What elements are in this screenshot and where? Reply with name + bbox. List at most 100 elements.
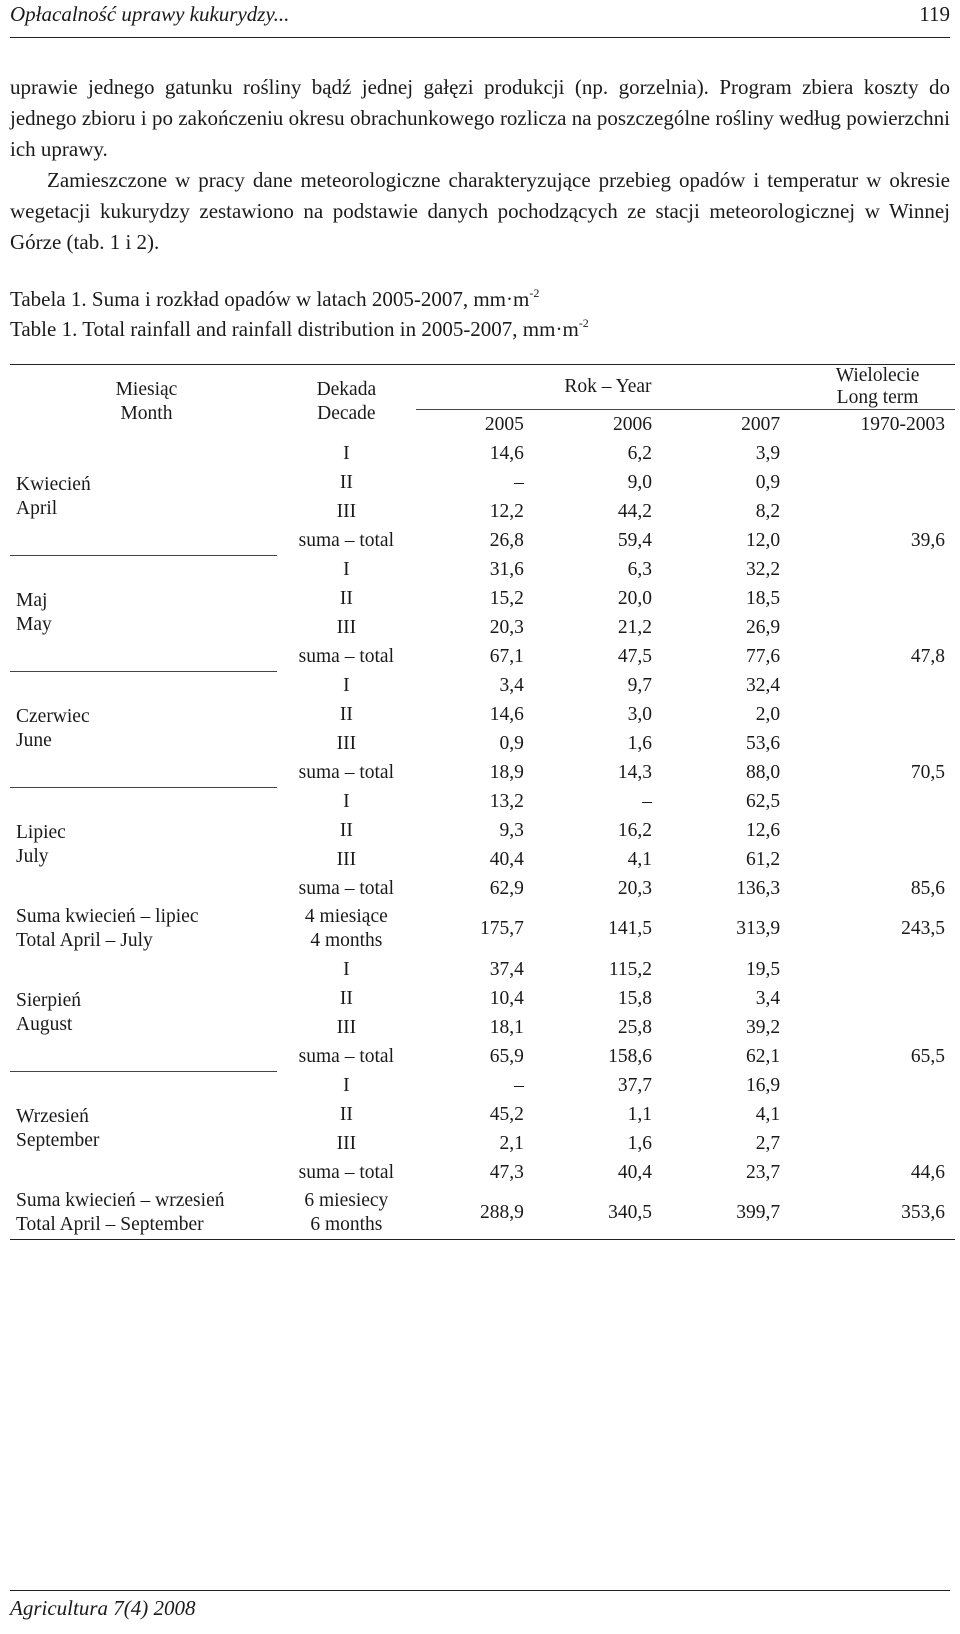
summary-row: Suma kwiecień – lipiec Total April – July…	[10, 903, 955, 955]
total-cell: 77,6	[746, 645, 781, 667]
summary-label: Suma kwiecień – wrzesień Total April – Se…	[10, 1187, 277, 1240]
value-cell: 62,5	[746, 790, 781, 812]
running-title: Opłacalność uprawy kukurydzy...	[10, 2, 290, 26]
decade-cell: III	[336, 500, 357, 522]
decade-cell: III	[336, 848, 357, 870]
journal-footer: Agricultura 7(4) 2008	[10, 1596, 196, 1620]
value-cell: 31,6	[489, 558, 524, 580]
caption-exponent: -2	[529, 286, 540, 300]
table-row: II – 9,0 0,9	[10, 468, 955, 497]
decade-cell: III	[336, 616, 357, 638]
total-cell: 23,7	[746, 1161, 781, 1183]
value-cell: 32,4	[746, 674, 781, 696]
value-cell: 12,6	[746, 819, 781, 841]
table-row-total: suma – total 18,9 14,3 88,0 70,5	[10, 758, 955, 787]
value-cell: 12,2	[489, 500, 524, 522]
summary-value: 243,5	[901, 918, 945, 939]
value-cell: 53,6	[746, 732, 781, 754]
head-decade: Dekada Decade	[276, 364, 416, 439]
value-cell	[800, 955, 955, 984]
table-row: III 20,3 21,2 26,9	[10, 613, 955, 642]
table-row: III 2,1 1,6 2,7	[10, 1129, 955, 1158]
month-label-en: May	[16, 614, 52, 635]
value-cell: 39,2	[746, 1016, 781, 1038]
caption-en: Table 1. Total rainfall and rainfall dis…	[10, 316, 589, 341]
summary-value: 288,9	[415, 1187, 544, 1240]
value-cell: 9,3	[499, 819, 524, 841]
table-row: Kwiecień April I 14,6 6,2 3,9	[10, 439, 955, 519]
year-2006: 2006	[543, 409, 672, 439]
decade-cell-total: suma – total	[298, 645, 394, 667]
value-cell: –	[514, 1074, 524, 1096]
value-cell: 16,9	[746, 1074, 781, 1096]
decade-cell-total: suma – total	[298, 529, 394, 551]
value-cell	[800, 816, 955, 845]
decade-cell: III	[336, 1132, 357, 1154]
value-cell: 3,4	[499, 674, 524, 696]
total-cell: 65,9	[489, 1045, 524, 1067]
value-cell: 9,0	[627, 471, 652, 493]
table-row: III 0,9 1,6 53,6	[10, 729, 955, 758]
summary-decade: 6 miesiecy 6 months	[276, 1187, 416, 1240]
table-body: Kwiecień April I 14,6 6,2 3,9 II –9,0 0,9 III 12,2…	[10, 439, 955, 1240]
value-cell: 16,2	[617, 819, 652, 841]
table-row: III 40,4 4,1 61,2	[10, 845, 955, 874]
page-number: 119	[919, 2, 950, 26]
total-cell: 67,1	[489, 645, 524, 667]
decade-cell: I	[343, 790, 350, 812]
total-cell: 62,9	[489, 877, 524, 899]
total-cell: 26,8	[489, 529, 524, 551]
month-label-pl: Sierpień	[16, 989, 81, 1011]
year-2005: 2005	[415, 409, 544, 439]
decade-cell: II	[339, 819, 353, 841]
month-cell: Czerwiec June	[10, 670, 277, 787]
value-cell: 25,8	[617, 1016, 652, 1038]
body-text: uprawie jednego gatunku rośliny bądź jed…	[10, 72, 950, 258]
value-cell: 9,7	[627, 674, 652, 696]
decade-cell: II	[339, 1103, 353, 1125]
total-cell: 18,9	[489, 761, 524, 783]
value-cell	[800, 1071, 955, 1100]
paragraph: uprawie jednego gatunku rośliny bądź jed…	[10, 75, 950, 161]
month-cell: Lipiec July	[10, 786, 277, 903]
header-rule	[10, 37, 950, 38]
value-cell: 10,4	[489, 987, 524, 1009]
table-row: Wrzesień September I – 37,7 16,9	[10, 1070, 955, 1187]
total-cell: 70,5	[910, 761, 945, 783]
value-cell	[800, 468, 955, 497]
total-cell: 136,3	[736, 877, 781, 899]
decade-cell: I	[343, 442, 350, 464]
value-cell: 1,6	[627, 1132, 652, 1154]
rainfall-table: Miesiąc Month Dekada Decade Rok – Year Wie…	[10, 364, 955, 1240]
value-cell	[800, 613, 955, 642]
value-cell: 2,7	[755, 1132, 781, 1154]
table-row: II 14,6 3,0 2,0	[10, 700, 955, 729]
table-row-total: suma – total 26,8 59,4 12,0 39,6	[10, 526, 955, 555]
summary-decade: 4 miesiące 4 months	[304, 906, 388, 951]
value-cell: 8,2	[755, 500, 781, 522]
head-month: Miesiąc Month	[10, 364, 277, 439]
decade-cell: I	[343, 674, 350, 696]
value-cell: 3,9	[755, 442, 781, 464]
value-cell	[800, 439, 955, 468]
value-cell: 1,1	[627, 1103, 652, 1125]
table-row: Czerwiec June I 3,4 9,7 32,4	[10, 670, 955, 787]
value-cell: 1,6	[627, 732, 652, 754]
decade-cell-total: suma – total	[298, 1161, 394, 1183]
value-cell: 37,7	[617, 1074, 652, 1096]
table-row: II 45,2 1,1 4,1	[10, 1100, 955, 1129]
table-row: III 12,2 44,2 8,2	[10, 497, 955, 526]
value-cell	[800, 671, 955, 700]
total-cell: 47,5	[617, 645, 652, 667]
month-cell: Sierpień August	[10, 955, 277, 1071]
head-year: Rok – Year	[415, 364, 801, 410]
caption-pl: Tabela 1. Suma i rozkład opadów w latach…	[10, 286, 540, 311]
value-cell: 14,6	[489, 703, 524, 725]
value-cell: 0,9	[499, 732, 524, 754]
value-cell	[800, 497, 955, 526]
value-cell	[800, 1129, 955, 1158]
table-row: Lipiec July I 13,2 – 62,5	[10, 786, 955, 903]
table-row-total: suma – total 62,9 20,3 136,3 85,6	[10, 874, 955, 903]
value-cell: –	[642, 790, 652, 812]
value-cell: 3,0	[627, 703, 652, 725]
